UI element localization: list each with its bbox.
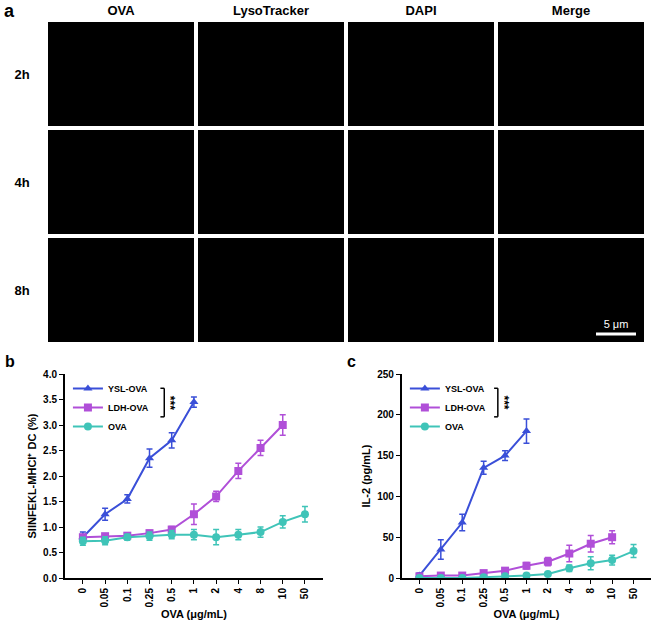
svg-text:LDH-OVA: LDH-OVA <box>445 403 486 413</box>
svg-text:2.0: 2.0 <box>43 471 57 482</box>
svg-text:0: 0 <box>77 588 88 594</box>
svg-text:0.25: 0.25 <box>144 588 155 608</box>
svg-text:200: 200 <box>377 409 394 420</box>
svg-text:250: 250 <box>377 369 394 380</box>
svg-text:OVA: OVA <box>107 3 135 18</box>
svg-text:5 μm: 5 μm <box>604 318 629 330</box>
svg-text:50: 50 <box>628 588 639 600</box>
svg-text:0: 0 <box>414 588 425 594</box>
svg-text:50: 50 <box>383 532 395 543</box>
svg-text:OVA (μg/mL): OVA (μg/mL) <box>493 608 559 620</box>
svg-text:2.5: 2.5 <box>43 445 57 456</box>
svg-text:150: 150 <box>377 450 394 461</box>
svg-text:0.25: 0.25 <box>478 588 489 608</box>
svg-text:b: b <box>5 353 15 370</box>
svg-text:0.05: 0.05 <box>99 588 110 608</box>
svg-text:3.0: 3.0 <box>43 420 57 431</box>
svg-text:a: a <box>4 1 15 21</box>
svg-text:8h: 8h <box>14 283 29 298</box>
svg-text:SIINFEKL-MHCI⁺ DC (%): SIINFEKL-MHCI⁺ DC (%) <box>26 413 38 538</box>
svg-text:DAPI: DAPI <box>405 3 436 18</box>
svg-text:2: 2 <box>542 588 553 594</box>
svg-text:IL-2 (pg/mL): IL-2 (pg/mL) <box>360 444 372 507</box>
svg-text:2: 2 <box>210 588 221 594</box>
svg-text:1: 1 <box>521 588 532 594</box>
svg-text:YSL-OVA: YSL-OVA <box>108 384 148 394</box>
svg-text:0: 0 <box>388 573 394 584</box>
svg-text:LDH-OVA: LDH-OVA <box>108 403 149 413</box>
svg-text:c: c <box>347 353 356 370</box>
svg-text:0.0: 0.0 <box>43 573 57 584</box>
svg-text:0.5: 0.5 <box>166 588 177 602</box>
svg-text:4: 4 <box>233 588 244 594</box>
svg-text:***: *** <box>497 395 511 409</box>
svg-text:0.05: 0.05 <box>435 588 446 608</box>
svg-text:8: 8 <box>255 588 266 594</box>
svg-text:1.0: 1.0 <box>43 522 57 533</box>
svg-text:OVA: OVA <box>108 422 127 432</box>
svg-text:***: *** <box>163 396 177 410</box>
svg-text:10: 10 <box>277 588 288 600</box>
svg-text:10: 10 <box>606 588 617 600</box>
svg-text:LysoTracker: LysoTracker <box>233 3 309 18</box>
svg-text:4.0: 4.0 <box>43 369 57 380</box>
svg-text:0.1: 0.1 <box>456 588 467 602</box>
svg-text:3.5: 3.5 <box>43 394 57 405</box>
svg-text:0.1: 0.1 <box>122 588 133 602</box>
svg-text:4: 4 <box>564 588 575 594</box>
svg-text:4h: 4h <box>14 175 29 190</box>
svg-text:Merge: Merge <box>552 3 590 18</box>
svg-text:OVA (μg/mL): OVA (μg/mL) <box>161 608 227 620</box>
svg-text:OVA: OVA <box>445 422 464 432</box>
svg-text:2h: 2h <box>14 67 29 82</box>
svg-text:1: 1 <box>188 588 199 594</box>
svg-text:YSL-OVA: YSL-OVA <box>445 384 485 394</box>
svg-text:8: 8 <box>585 588 596 594</box>
svg-text:0.5: 0.5 <box>43 547 57 558</box>
svg-text:1.5: 1.5 <box>43 496 57 507</box>
svg-text:0.5: 0.5 <box>499 588 510 602</box>
svg-text:50: 50 <box>299 588 310 600</box>
svg-text:100: 100 <box>377 491 394 502</box>
